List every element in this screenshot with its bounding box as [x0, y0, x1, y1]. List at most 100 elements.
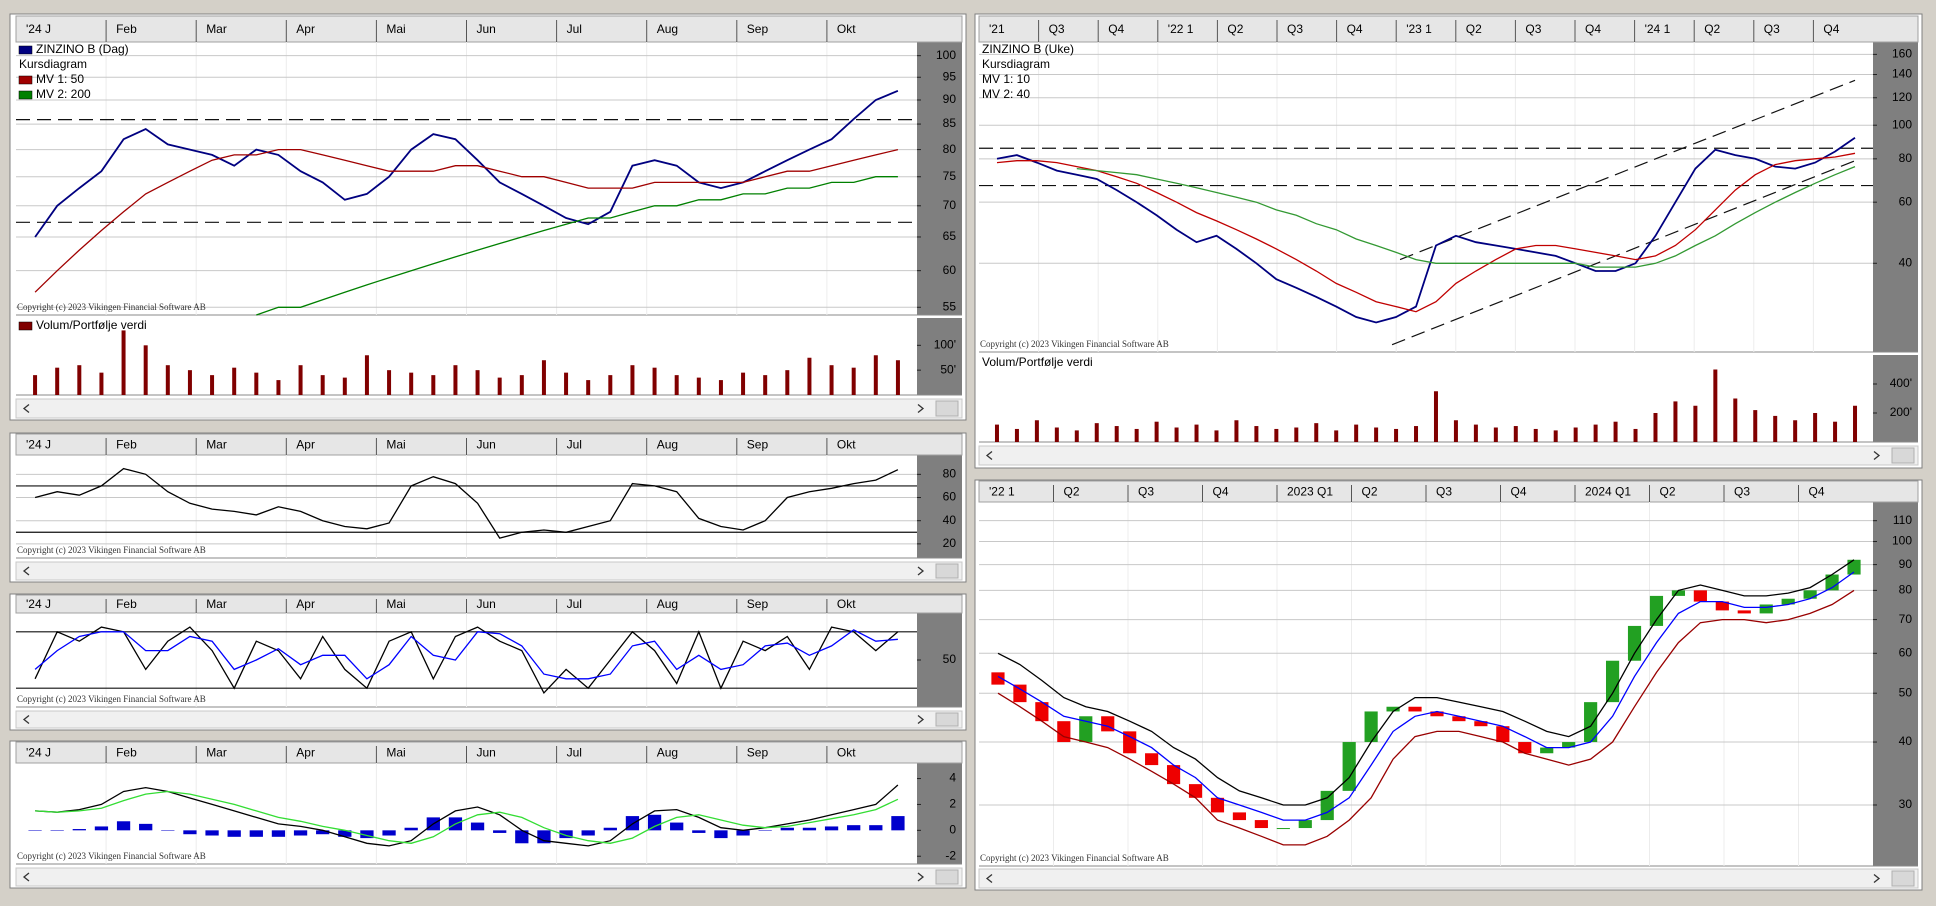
y-tick-label: 120 — [1892, 90, 1912, 104]
volume-bar — [1513, 426, 1518, 442]
scroll-left-arrow[interactable] — [22, 872, 30, 882]
x-tick-label: Sep — [747, 746, 769, 760]
scroll-thumb[interactable] — [1891, 870, 1915, 887]
scroll-thumb[interactable] — [935, 712, 959, 727]
histogram-bar — [559, 830, 573, 839]
volume-bar — [1234, 420, 1239, 442]
volume-bar — [1054, 427, 1059, 442]
volume-bar — [121, 330, 126, 395]
time-header — [978, 480, 1919, 503]
x-tick-label: Q2 — [1704, 22, 1720, 36]
y-tick-label: 20 — [943, 536, 957, 550]
series-line — [997, 571, 1855, 821]
series-line — [34, 89, 899, 238]
x-tick-label: Aug — [657, 22, 678, 36]
y-tick-label: 60 — [1899, 645, 1913, 659]
scroll-right-arrow[interactable] — [917, 872, 925, 882]
x-tick-label: Q2 — [1660, 485, 1676, 499]
series-line — [997, 589, 1855, 846]
x-tick-label: Q4 — [1809, 485, 1825, 499]
y-tick-label: 50 — [1899, 685, 1913, 699]
x-tick-label: Mar — [206, 597, 227, 611]
histogram-bar — [692, 830, 706, 833]
y-tick-label: 60 — [943, 263, 957, 277]
volume-bar — [1314, 423, 1319, 442]
time-header — [978, 15, 1919, 43]
volume-bar — [1693, 405, 1698, 442]
volume-bar — [1374, 427, 1379, 442]
candle-body — [1847, 559, 1861, 575]
histogram-bar — [515, 830, 529, 844]
candle-body — [1254, 820, 1268, 829]
candle-body — [1166, 765, 1181, 785]
y-tick-label: 90 — [943, 92, 957, 106]
x-tick-label: '24 J — [26, 22, 51, 36]
scroll-right-arrow[interactable] — [917, 566, 925, 576]
histogram-bar — [824, 826, 839, 831]
scroll-left-arrow[interactable] — [22, 714, 30, 725]
series-line — [256, 176, 898, 316]
histogram-bar — [802, 827, 817, 831]
candle-body — [1123, 731, 1137, 754]
legend-label: Kursdiagram — [982, 57, 1050, 71]
volume-bar — [1154, 421, 1159, 442]
x-tick-label: Feb — [116, 438, 137, 452]
volume-bar — [1853, 405, 1858, 442]
y-tick-label: 30 — [1899, 797, 1913, 811]
histogram-bar — [271, 830, 286, 837]
volume-bar — [165, 365, 170, 395]
x-tick-label: Q3 — [1525, 22, 1541, 36]
volume-bar — [1453, 420, 1458, 442]
volume-bar — [1174, 427, 1179, 442]
x-tick-label: Q2 — [1362, 485, 1378, 499]
volume-bar — [1633, 428, 1638, 442]
scroll-right-arrow[interactable] — [1873, 450, 1881, 461]
histogram-bar — [603, 827, 617, 831]
volume-bar — [1753, 410, 1758, 442]
scroll-thumb[interactable] — [935, 400, 959, 417]
candle-body — [1540, 747, 1554, 754]
volume-bar — [497, 377, 502, 395]
copyright: Copyright (c) 2023 Vikingen Financial So… — [980, 339, 1169, 349]
volume-bar — [1074, 430, 1079, 442]
scroll-left-arrow[interactable] — [985, 450, 993, 461]
x-tick-label: Mai — [386, 746, 405, 760]
volume-bar — [1613, 421, 1618, 442]
series-line — [35, 790, 899, 844]
scroll-left-arrow[interactable] — [985, 873, 993, 884]
x-tick-label: Q4 — [1511, 485, 1527, 499]
scroll-right-arrow[interactable] — [917, 403, 925, 414]
scroll-left-arrow[interactable] — [22, 403, 30, 414]
legend-swatch — [18, 75, 33, 85]
volume-bar — [187, 370, 192, 395]
volume-bar — [1713, 369, 1718, 442]
histogram-bar — [360, 830, 374, 839]
candle-body — [1562, 742, 1576, 748]
x-tick-label: Jun — [477, 438, 496, 452]
scroll-thumb[interactable] — [935, 869, 959, 885]
scroll-right-arrow[interactable] — [917, 714, 925, 725]
scroll-thumb[interactable] — [1891, 447, 1915, 464]
volume-bar — [1653, 413, 1658, 442]
histogram-bar — [537, 830, 551, 844]
candle-body — [1079, 716, 1093, 743]
time-header — [15, 741, 963, 764]
volume-bar — [652, 367, 657, 395]
legend-swatch — [18, 321, 33, 331]
scroll-thumb[interactable] — [935, 563, 959, 579]
x-tick-label: Feb — [116, 597, 137, 611]
x-tick-label: Mar — [206, 746, 227, 760]
x-tick-label: Q2 — [1064, 485, 1080, 499]
y-tick-label: 70 — [943, 198, 957, 212]
x-tick-label: '22 1 — [989, 485, 1015, 499]
scroll-left-arrow[interactable] — [22, 566, 30, 576]
legend-label: MV 2: 40 — [982, 87, 1030, 101]
scrollbar — [978, 445, 1919, 466]
histogram-bar — [382, 830, 396, 836]
y-tick-label: 100 — [936, 48, 956, 62]
scroll-right-arrow[interactable] — [1873, 873, 1881, 884]
candle-body — [1715, 601, 1729, 611]
legend-label: ZINZINO B (Uke) — [982, 42, 1074, 56]
volume-bar — [586, 380, 591, 395]
candle-body — [1737, 610, 1751, 614]
